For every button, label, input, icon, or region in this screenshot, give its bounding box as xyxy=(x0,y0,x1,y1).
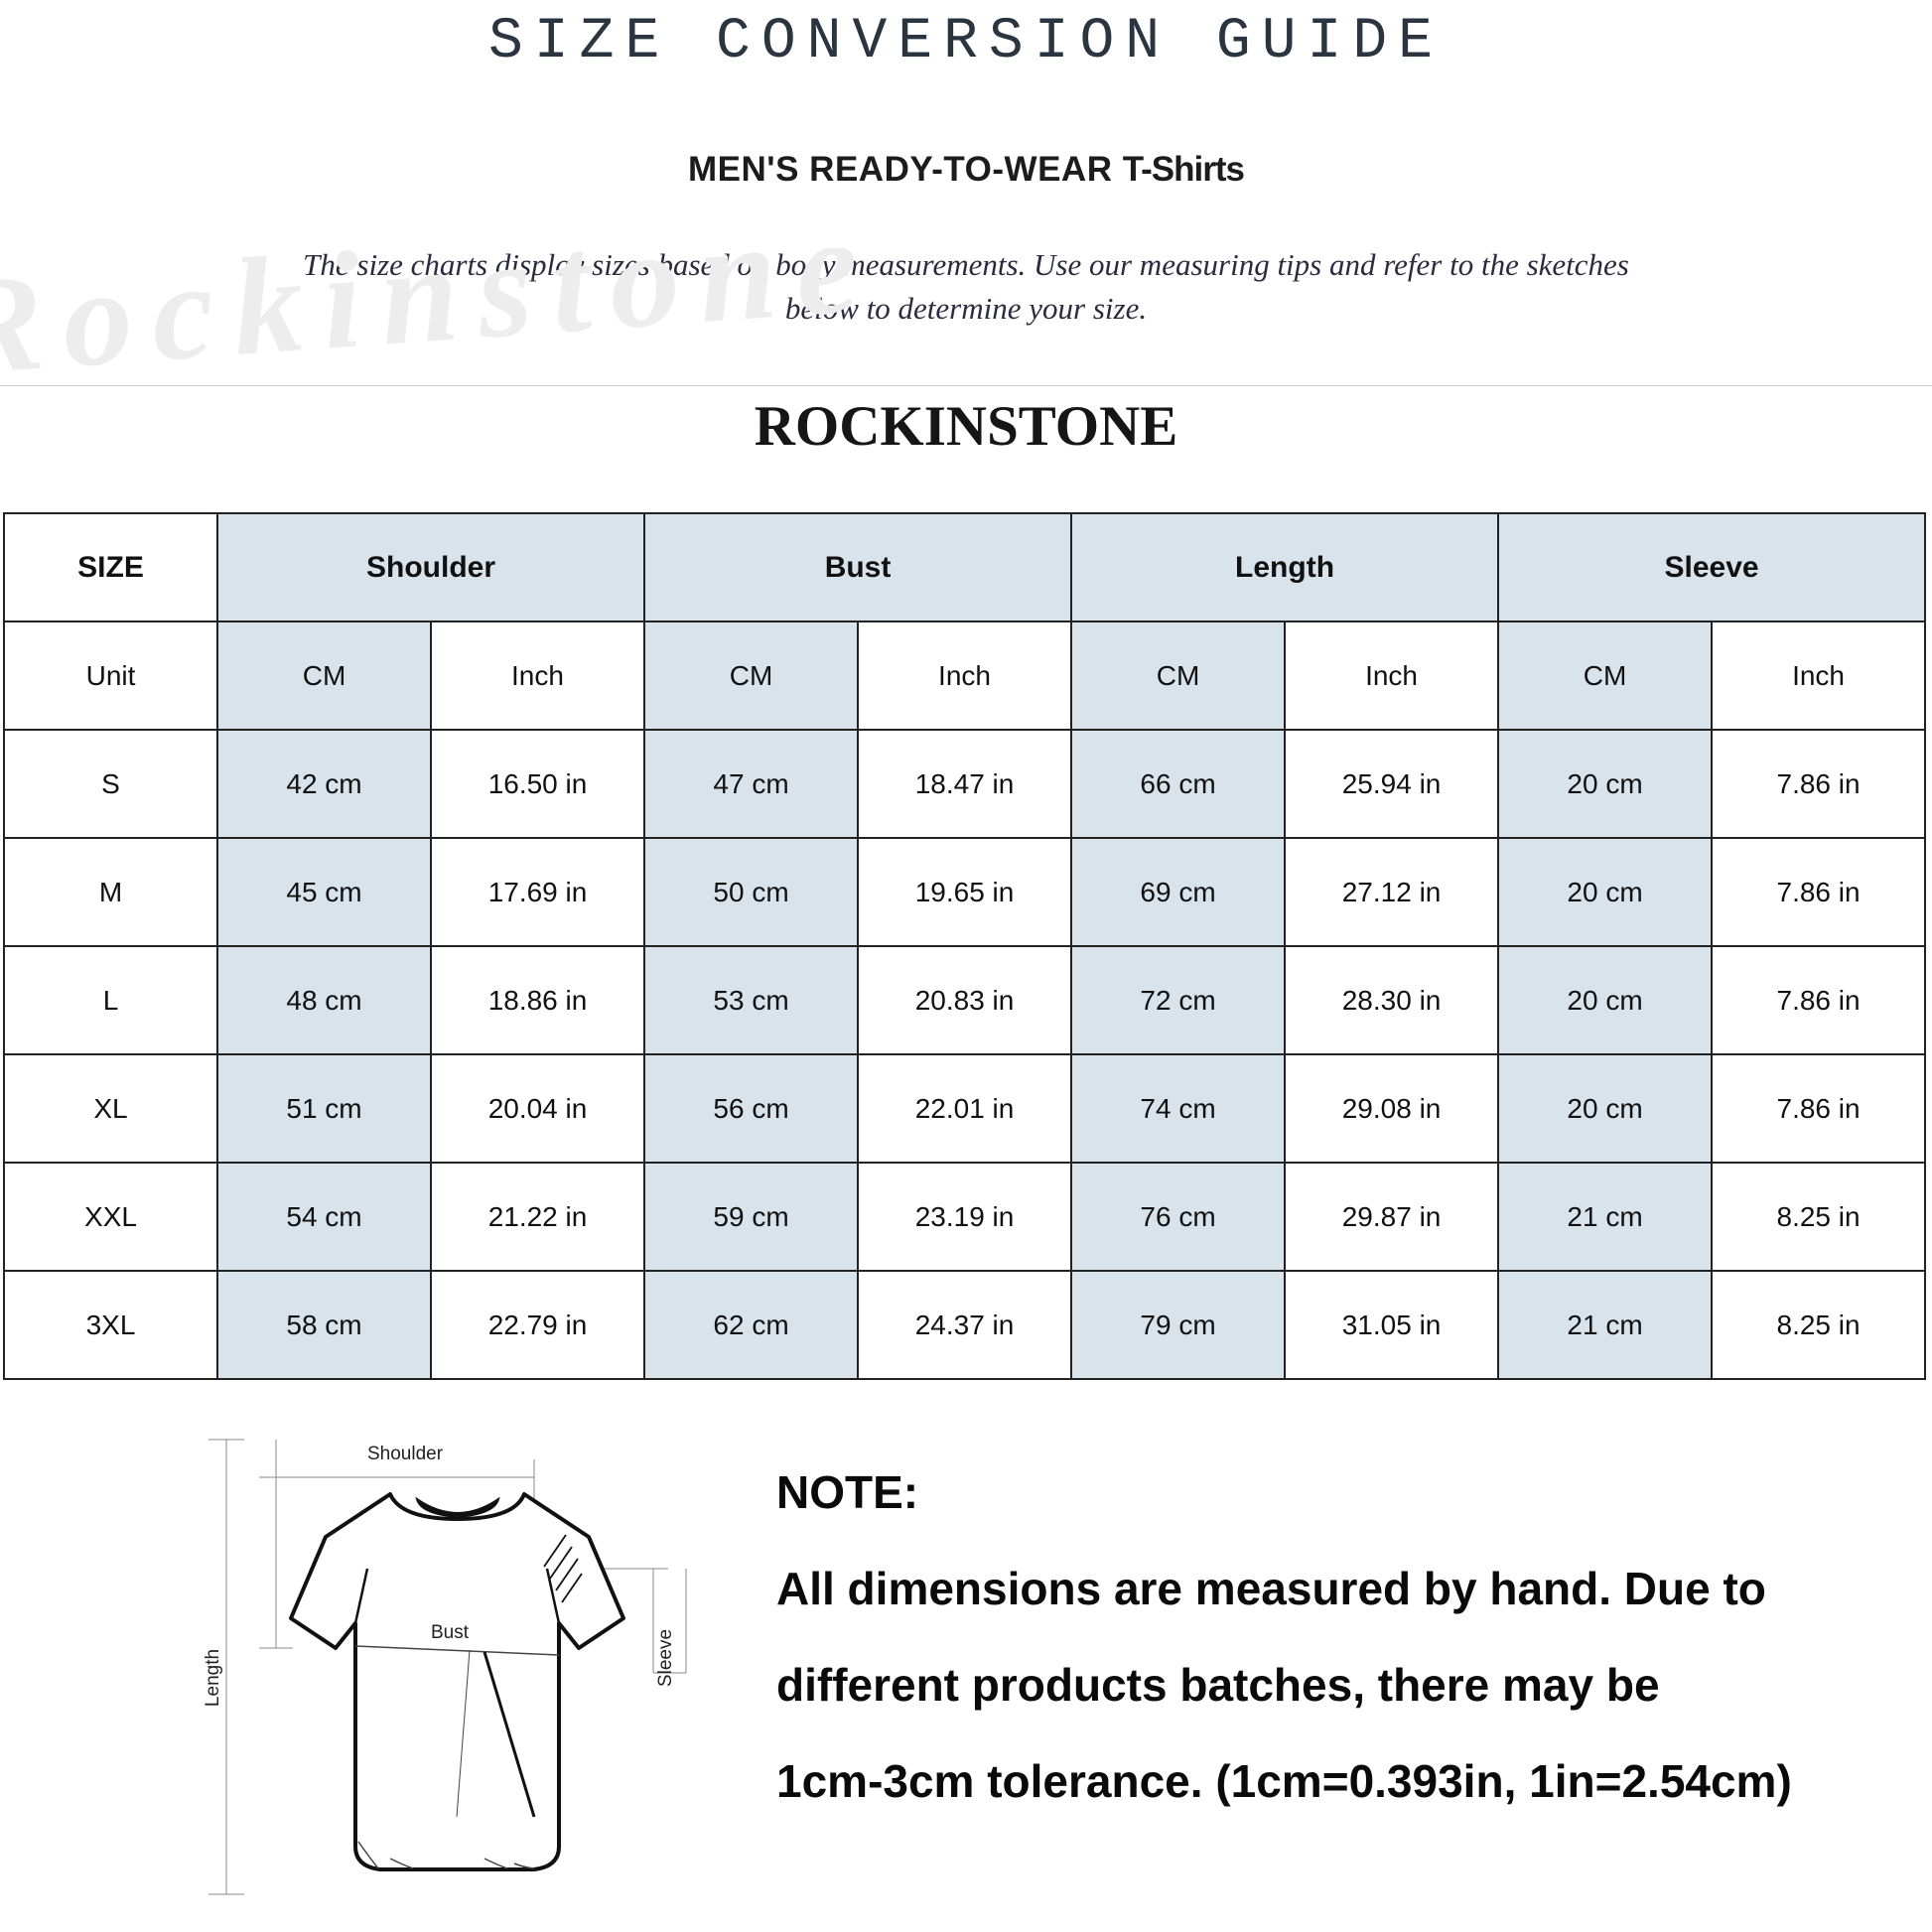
svg-text:Shoulder: Shoulder xyxy=(367,1444,444,1464)
svg-text:Bust: Bust xyxy=(431,1622,470,1643)
svg-text:Sleeve: Sleeve xyxy=(655,1629,676,1687)
svg-text:Length: Length xyxy=(203,1649,223,1707)
